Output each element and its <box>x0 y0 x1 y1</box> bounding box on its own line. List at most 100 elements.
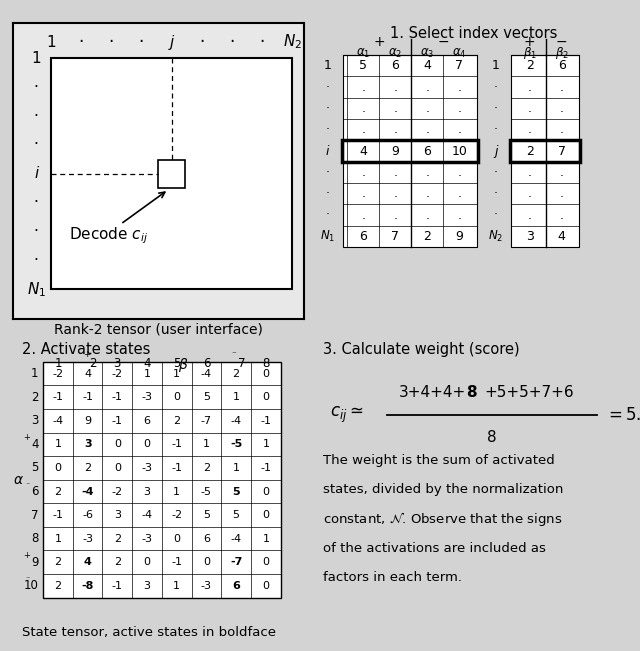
Text: 1: 1 <box>262 534 269 544</box>
Text: 0: 0 <box>262 393 269 402</box>
Text: 2: 2 <box>423 230 431 243</box>
Text: .: . <box>425 187 429 201</box>
Bar <box>342 141 478 161</box>
Text: 7: 7 <box>455 59 463 72</box>
Text: 9: 9 <box>84 416 92 426</box>
Text: .: . <box>393 81 397 94</box>
Text: +5+5+7+6: +5+5+7+6 <box>484 385 573 400</box>
Text: 1: 1 <box>173 368 180 379</box>
Text: 2: 2 <box>232 368 240 379</box>
Text: 2: 2 <box>54 486 61 497</box>
Text: 1. Select index vectors: 1. Select index vectors <box>390 25 557 40</box>
Text: .: . <box>425 166 429 179</box>
Text: factors in each term.: factors in each term. <box>323 571 462 584</box>
Bar <box>509 141 580 161</box>
Text: -6: -6 <box>82 510 93 520</box>
Text: -4: -4 <box>52 416 63 426</box>
Text: 3: 3 <box>114 510 121 520</box>
Text: .: . <box>527 102 532 115</box>
Text: ·: · <box>494 187 498 201</box>
Text: 6: 6 <box>557 59 566 72</box>
Text: 5: 5 <box>233 510 239 520</box>
Text: -3: -3 <box>141 393 152 402</box>
Text: ·: · <box>259 33 265 51</box>
Text: +: + <box>83 350 91 359</box>
Text: 6: 6 <box>31 485 38 498</box>
Text: 2: 2 <box>173 416 180 426</box>
Text: State tensor, active states in boldface: State tensor, active states in boldface <box>22 626 276 639</box>
Text: 0: 0 <box>262 581 269 590</box>
Text: 2: 2 <box>84 463 92 473</box>
Text: 0: 0 <box>54 463 61 473</box>
Bar <box>51 59 292 289</box>
Text: 5: 5 <box>359 59 367 72</box>
Text: of the activations are included as: of the activations are included as <box>323 542 546 555</box>
Text: -7: -7 <box>230 557 243 567</box>
Text: -3: -3 <box>82 534 93 544</box>
Text: .: . <box>527 166 532 179</box>
Text: 4: 4 <box>557 230 566 243</box>
Text: 1: 1 <box>173 581 180 590</box>
Text: 1: 1 <box>143 368 150 379</box>
Text: -1: -1 <box>52 510 63 520</box>
Text: ⁻: ⁻ <box>232 350 237 359</box>
Text: -1: -1 <box>112 416 123 426</box>
Text: 5: 5 <box>173 357 180 370</box>
Text: 0: 0 <box>262 368 269 379</box>
Text: $\beta_2$: $\beta_2$ <box>555 46 568 61</box>
Text: +: + <box>373 35 385 49</box>
Text: .: . <box>425 123 429 136</box>
Text: $N_2$: $N_2$ <box>283 33 302 51</box>
Bar <box>343 55 477 247</box>
Text: $c_{ij}\simeq$: $c_{ij}\simeq$ <box>330 405 363 425</box>
Text: 1: 1 <box>54 439 61 449</box>
Text: j: j <box>170 35 173 49</box>
Text: -7: -7 <box>201 416 212 426</box>
Text: -1: -1 <box>112 581 123 590</box>
Text: 1: 1 <box>203 439 210 449</box>
Text: .: . <box>457 81 461 94</box>
Text: 6: 6 <box>232 581 240 590</box>
Text: +: + <box>23 433 29 442</box>
Text: 5: 5 <box>203 393 210 402</box>
Text: 6: 6 <box>143 416 150 426</box>
Text: ·: · <box>229 33 234 51</box>
Text: -2: -2 <box>112 368 123 379</box>
Text: ·: · <box>494 81 498 94</box>
Text: -1: -1 <box>52 393 63 402</box>
Text: $\alpha_1$: $\alpha_1$ <box>356 47 371 60</box>
Text: .: . <box>425 102 429 115</box>
Text: 1: 1 <box>233 393 239 402</box>
Text: $N_2$: $N_2$ <box>488 229 504 244</box>
Text: 5: 5 <box>31 462 38 475</box>
Text: 7: 7 <box>237 357 245 370</box>
Text: -1: -1 <box>172 557 182 567</box>
Text: 6: 6 <box>423 145 431 158</box>
Text: 3: 3 <box>143 486 150 497</box>
Text: $\mathbf{8}$: $\mathbf{8}$ <box>467 384 478 400</box>
Text: -4: -4 <box>141 510 152 520</box>
Text: .: . <box>393 123 397 136</box>
Text: .: . <box>527 123 532 136</box>
Text: 7: 7 <box>391 230 399 243</box>
Text: ⁻: ⁻ <box>26 575 29 583</box>
Text: 3: 3 <box>525 230 534 243</box>
Text: -3: -3 <box>141 534 152 544</box>
Text: 0: 0 <box>143 439 150 449</box>
Text: -1: -1 <box>82 393 93 402</box>
Text: 4: 4 <box>84 557 92 567</box>
Text: $N_1$: $N_1$ <box>321 229 335 244</box>
Text: 6: 6 <box>203 534 210 544</box>
Text: 8: 8 <box>262 357 269 370</box>
Text: 4: 4 <box>143 357 151 370</box>
Text: 2: 2 <box>31 391 38 404</box>
Text: 9: 9 <box>455 230 463 243</box>
Text: 1: 1 <box>31 51 41 66</box>
Text: .: . <box>361 102 365 115</box>
Text: -2: -2 <box>52 368 63 379</box>
Text: .: . <box>527 81 532 94</box>
Text: 6: 6 <box>359 230 367 243</box>
Text: .: . <box>457 102 461 115</box>
Text: 3: 3 <box>143 581 150 590</box>
Text: .: . <box>559 81 564 94</box>
